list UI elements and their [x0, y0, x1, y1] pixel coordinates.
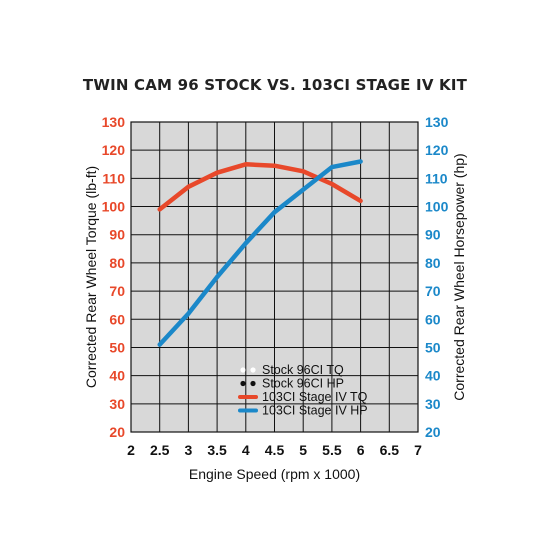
legend-swatch: [240, 367, 246, 373]
right-tick-label: 60: [425, 311, 441, 327]
right-tick-label: 20: [425, 424, 441, 440]
x-axis-ticks: 2 2.5 3 3.5 4 4.5 5 5.5 6 6.5 7: [127, 442, 422, 458]
x-tick-label: 3: [185, 442, 193, 458]
x-tick-label: 5: [299, 442, 307, 458]
left-tick-label: 100: [102, 199, 126, 215]
legend-label: Stock 96CI HP: [262, 377, 344, 391]
legend-swatch: [240, 380, 246, 387]
legend-label: 103CI Stage IV TQ: [262, 390, 368, 404]
grid-lines: [130, 121, 419, 433]
right-tick-label: 80: [425, 255, 441, 271]
legend-label: Stock 96CI TQ: [262, 363, 344, 377]
right-tick-label: 100: [425, 199, 449, 215]
x-tick-label: 4: [242, 442, 250, 458]
left-tick-label: 60: [109, 311, 125, 327]
right-axis-label: Corrected Rear Wheel Horsepower (hp): [451, 153, 467, 400]
right-tick-label: 40: [425, 368, 441, 384]
right-tick-label: 50: [425, 339, 441, 355]
left-tick-label: 130: [102, 114, 126, 130]
left-tick-label: 30: [109, 396, 125, 412]
x-tick-label: 7: [414, 442, 422, 458]
left-tick-label: 40: [109, 368, 125, 384]
x-tick-label: 6: [357, 442, 365, 458]
left-tick-label: 80: [109, 255, 125, 271]
left-axis-label: Corrected Rear Wheel Torque (lb-ft): [83, 166, 99, 388]
legend-swatch: [250, 380, 256, 387]
left-tick-label: 110: [102, 170, 125, 186]
right-tick-label: 130: [425, 114, 449, 130]
x-tick-label: 6.5: [380, 442, 400, 458]
x-tick-label: 2.5: [150, 442, 170, 458]
series-lines: [157, 159, 363, 347]
left-tick-label: 70: [109, 283, 125, 299]
right-axis-ticks: 130 120 110 100 90 80 70 60 50 40 30 20: [425, 114, 449, 440]
left-axis-ticks: 130 120 110 100 90 80 70 60 50 40 30 20: [102, 114, 126, 440]
right-tick-label: 30: [425, 396, 441, 412]
right-tick-label: 110: [425, 170, 448, 186]
left-tick-label: 90: [109, 227, 125, 243]
series-line: [157, 159, 363, 347]
x-tick-label: 2: [127, 442, 135, 458]
x-tick-label: 4.5: [265, 442, 285, 458]
x-tick-label: 5.5: [322, 442, 342, 458]
chart-title: TWIN CAM 96 STOCK VS. 103CI STAGE IV KIT: [82, 76, 468, 94]
left-tick-label: 20: [109, 424, 125, 440]
legend-swatch: [250, 367, 256, 373]
series-line: [157, 162, 363, 212]
left-tick-label: 120: [102, 142, 126, 158]
left-tick-label: 50: [109, 339, 125, 355]
right-tick-label: 70: [425, 283, 441, 299]
right-tick-label: 90: [425, 227, 441, 243]
legend-label: 103CI Stage IV HP: [262, 404, 368, 418]
x-axis-label: Engine Speed (rpm x 1000): [189, 466, 360, 482]
right-tick-label: 120: [425, 142, 449, 158]
x-tick-label: 3.5: [207, 442, 227, 458]
